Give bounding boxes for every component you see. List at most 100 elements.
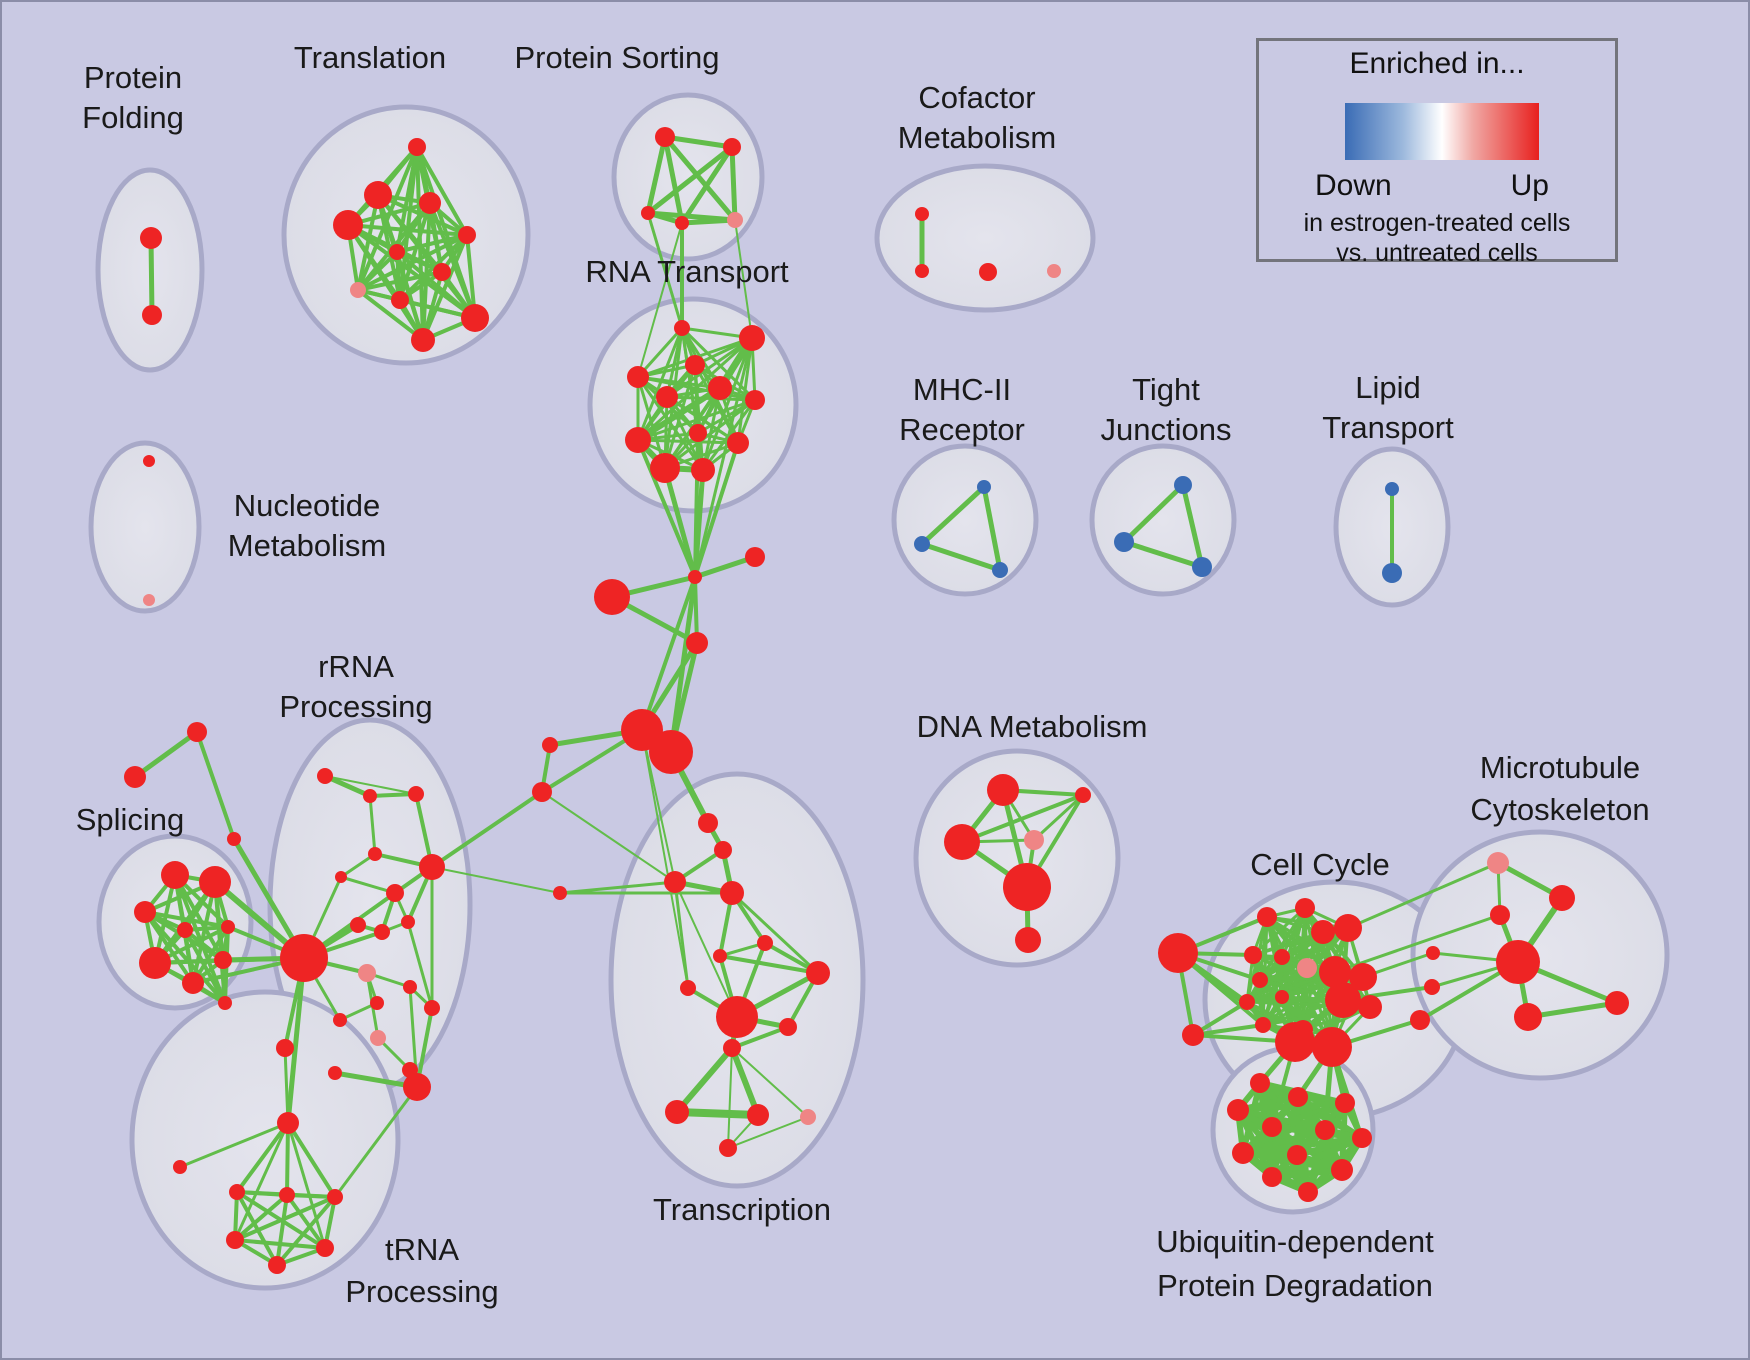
edge: [734, 219, 753, 339]
gene-set-node-mc2: [745, 547, 765, 567]
edge: [421, 233, 469, 342]
gene-set-node-tj3: [1192, 557, 1212, 577]
gene-set-node-cc4: [1311, 920, 1335, 944]
edge: [275, 1193, 289, 1267]
edge: [233, 1195, 337, 1242]
edge: [431, 866, 561, 894]
cluster-label-ubiquitin-degradation: Ubiquitin-dependent Protein Degradation: [1156, 1224, 1434, 1303]
gene-set-node-cc18: [1275, 1022, 1315, 1062]
gene-set-node-cm2: [915, 264, 929, 278]
gene-set-node-r10: [401, 915, 415, 929]
edge: [143, 910, 227, 1005]
edge: [233, 1238, 327, 1250]
gene-set-node-cm1: [915, 207, 929, 221]
edge: [693, 336, 754, 579]
legend-box: Enriched in... Down Up in estrogen-treat…: [1256, 38, 1618, 267]
gene-set-node-lt2: [1382, 563, 1402, 583]
legend-caption-line1: in estrogen-treated cells: [1303, 209, 1571, 237]
gene-set-node-n3: [229, 1184, 245, 1200]
gene-set-node-cc8: [1297, 958, 1317, 978]
gene-set-node-cc9: [1319, 956, 1351, 988]
edge: [636, 438, 697, 579]
gene-set-node-dm4: [1024, 830, 1044, 850]
cluster-label-cofactor-metabolism: Cofactor Metabolism: [898, 80, 1057, 155]
edge: [1121, 539, 1205, 570]
edge: [662, 134, 735, 150]
gene-set-node-n6: [226, 1231, 244, 1249]
gene-set-node-mt4: [1496, 940, 1540, 984]
edge: [286, 1121, 327, 1250]
gene-set-node-s1: [161, 861, 189, 889]
gene-set-node-tc7: [806, 961, 830, 985]
gene-set-node-r20: [370, 1030, 386, 1046]
cluster-label-translation: Translation: [294, 40, 446, 75]
edge: [730, 891, 820, 975]
edge: [178, 1121, 290, 1169]
edge: [680, 326, 757, 402]
edge: [191, 880, 217, 985]
cluster-label-microtubule-cytoskeleton: Microtubule Cytoskeleton: [1470, 750, 1649, 827]
gene-set-node-u3: [1335, 1093, 1355, 1113]
gene-set-node-tc8: [680, 980, 696, 996]
edge: [736, 336, 754, 445]
edge: [645, 134, 668, 216]
edge: [346, 223, 469, 237]
gene-set-node-dm1: [987, 774, 1019, 806]
gene-set-node-rt1: [674, 320, 690, 336]
edge: [701, 386, 722, 472]
gene-set-node-x1: [187, 722, 207, 742]
cluster-label-transcription: Transcription: [653, 1192, 831, 1227]
cluster-ellipse-protein-sorting: [611, 92, 765, 262]
edge: [673, 1108, 762, 1119]
gene-set-node-u8: [1232, 1142, 1254, 1164]
gene-set-node-cc6: [1244, 946, 1262, 964]
gene-set-node-n1: [277, 1112, 299, 1134]
legend-gradient-bar: [1345, 103, 1539, 160]
edge: [285, 955, 307, 1126]
edge: [421, 201, 432, 342]
edge: [339, 875, 397, 895]
gene-set-node-t11: [411, 328, 435, 352]
gene-set-node-tc11: [723, 1039, 741, 1057]
gene-set-node-r2: [363, 789, 377, 803]
gene-set-node-u9: [1287, 1145, 1307, 1165]
edge: [1121, 482, 1186, 545]
edge: [727, 1116, 809, 1149]
gene-set-node-rt2: [739, 325, 765, 351]
edge: [195, 730, 236, 841]
cluster-label-splicing: Splicing: [76, 802, 185, 837]
gene-set-node-n5: [327, 1189, 343, 1205]
gene-set-node-cm4: [1047, 264, 1061, 278]
edge: [324, 775, 417, 795]
edge: [1191, 1023, 1265, 1037]
edge: [283, 1046, 290, 1125]
gene-set-node-dm3: [944, 824, 980, 860]
edge: [674, 881, 738, 1018]
gene-set-node-tc15: [719, 1139, 737, 1157]
gene-set-node-u11: [1331, 1159, 1353, 1181]
legend-caption-line2: vs. untreated cells: [1336, 239, 1538, 267]
gene-set-node-dm6: [1015, 927, 1041, 953]
cluster-ellipse-tight-junctions: [1089, 443, 1237, 597]
gene-set-node-x2: [124, 766, 146, 788]
edge: [286, 1121, 337, 1199]
gene-set-node-u10: [1262, 1167, 1282, 1187]
gene-set-node-u12: [1298, 1182, 1318, 1202]
edge: [663, 398, 757, 470]
gene-set-node-n4: [279, 1187, 295, 1203]
gene-set-node-mt5: [1426, 946, 1440, 960]
gene-set-node-u6: [1315, 1120, 1335, 1140]
edge: [729, 144, 738, 223]
edge: [368, 794, 377, 856]
gene-set-node-ps4: [675, 216, 689, 230]
gene-set-node-cc15: [1358, 995, 1382, 1019]
gene-set-node-pf2: [142, 305, 162, 325]
edge: [415, 145, 469, 237]
edge: [285, 1193, 327, 1250]
gene-set-node-tj2: [1114, 532, 1134, 552]
gene-set-node-cm3: [979, 263, 997, 281]
cluster-labels-layer: Protein Folding Translation Protein Sorting…: [76, 40, 1650, 1309]
gene-set-node-cc16: [1255, 1017, 1271, 1033]
cluster-label-rna-transport: RNA Transport: [585, 254, 789, 289]
